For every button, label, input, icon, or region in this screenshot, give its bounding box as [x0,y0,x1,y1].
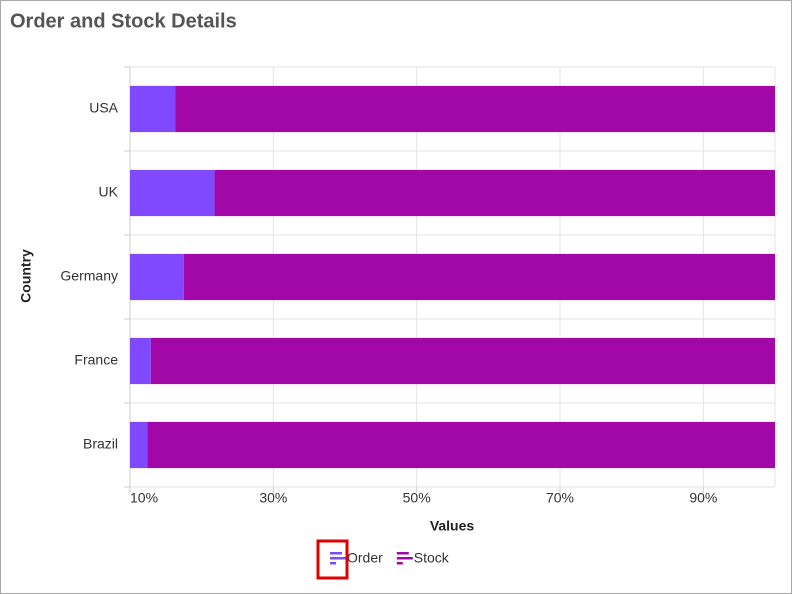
legend-icon [330,557,346,560]
bar-segment [130,337,151,385]
legend-label: Stock [414,550,450,566]
legend-label: Order [347,550,383,566]
bar-segment [130,169,215,217]
bars [130,85,775,469]
bar-segment [175,85,775,133]
legend-item[interactable]: Stock [396,550,450,566]
legend-icon [330,552,342,555]
y-tick-label: Brazil [83,436,118,452]
y-tick-label: UK [99,184,119,200]
y-tick-label: France [74,352,118,368]
x-tick-label: 10% [130,490,158,506]
bar-segment [130,85,176,133]
y-tick-label: Germany [60,268,118,284]
x-tick-label: 30% [259,490,287,506]
bar-segment [130,253,184,301]
legend: Order Stock [330,550,450,566]
bar-segment [214,169,775,217]
highlight-box [316,539,349,580]
bar-segment [150,337,775,385]
legend-icon [396,557,413,560]
y-axis-title: Country [18,249,34,303]
bar-segment [147,421,775,469]
chart-title: Order and Stock Details [10,10,237,32]
bar-segment [130,421,148,469]
legend-item[interactable]: Order [330,550,383,566]
x-tick-label: 50% [403,490,431,506]
plot-area: 10% 30% 50% 70% 90% USA UK Germany France Brazil [60,66,776,506]
legend-icon [330,562,336,565]
x-axis-title: Values [430,518,475,534]
bar-segment [183,253,775,301]
y-tick-label: USA [89,100,118,116]
x-tick-label: 70% [546,490,574,506]
legend-icon [396,562,403,565]
x-tick-label: 90% [689,490,717,506]
legend-icon [396,552,409,555]
